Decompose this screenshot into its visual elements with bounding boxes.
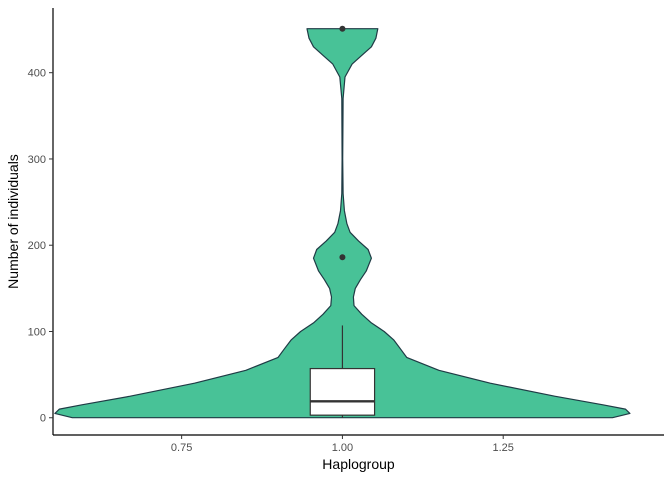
outlier-points <box>339 25 346 261</box>
y-axis-ticks: 0 100 200 300 400 <box>28 68 53 425</box>
y-tick-label: 100 <box>28 326 46 338</box>
x-tick-label: 1.00 <box>332 442 353 454</box>
y-tick-label: 200 <box>28 240 46 252</box>
x-tick-label: 1.25 <box>492 442 513 454</box>
y-tick-label: 0 <box>40 413 46 425</box>
plot-area <box>54 25 631 419</box>
x-axis-ticks: 0.75 1.00 1.25 <box>171 435 514 454</box>
x-axis-title: Haplogroup <box>322 456 395 472</box>
y-axis-title: Number of individuals <box>5 154 21 289</box>
y-tick-label: 300 <box>28 154 46 166</box>
violin-shape <box>54 28 631 419</box>
x-tick-label: 0.75 <box>171 442 192 454</box>
outlier-point <box>339 25 346 32</box>
box-iqr <box>309 367 376 416</box>
y-tick-label: 400 <box>28 68 46 80</box>
outlier-point <box>339 254 346 261</box>
